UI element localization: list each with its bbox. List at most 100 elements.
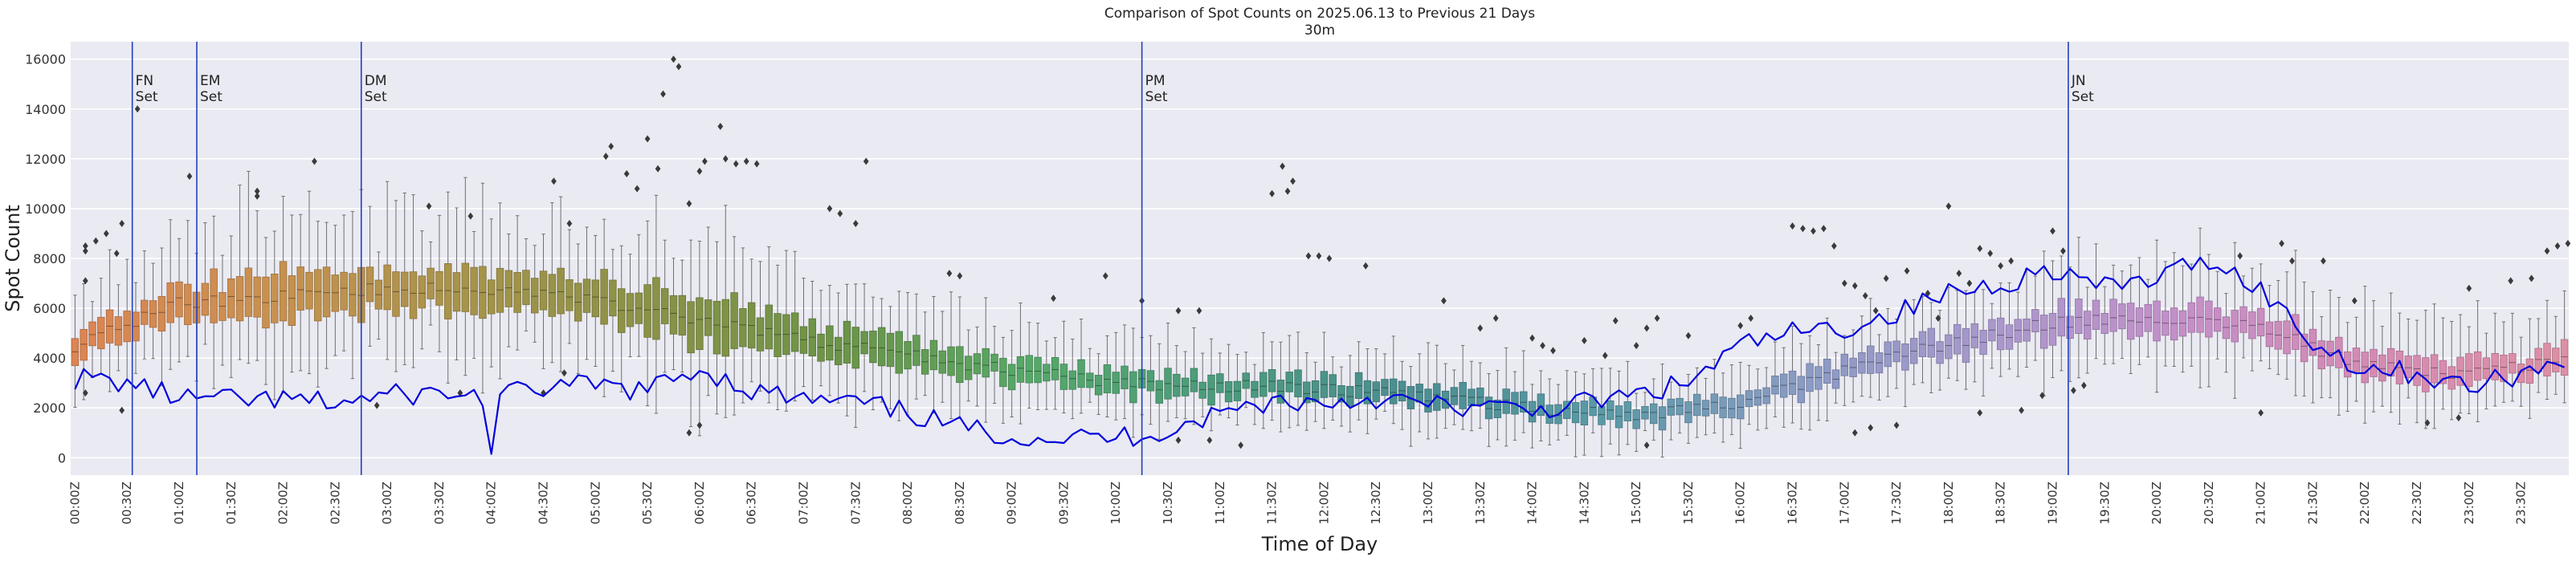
outlier-point — [717, 123, 724, 131]
x-tick-label: 18:30Z — [1994, 482, 2008, 525]
box-iqr — [774, 313, 782, 357]
box-iqr — [1285, 372, 1293, 392]
outlier-point — [1529, 334, 1535, 342]
box-iqr — [1650, 403, 1658, 425]
x-tick-label: 13:30Z — [1473, 482, 1488, 525]
box-iqr — [2300, 333, 2309, 363]
outlier-point — [82, 247, 88, 255]
box-iqr — [1840, 353, 1849, 376]
outlier-points — [82, 55, 2571, 449]
outlier-point — [561, 369, 567, 377]
box-iqr — [1953, 323, 1962, 355]
box-iqr — [2014, 319, 2023, 343]
x-tick-label: 17:00Z — [1837, 482, 1851, 525]
set-marker-label: JN — [2071, 73, 2086, 89]
set-marker-label: Set — [1145, 89, 1168, 105]
box-iqr — [1632, 409, 1640, 429]
outlier-point — [1977, 409, 1983, 417]
outlier-point — [1800, 225, 1806, 233]
y-tick-label: 0 — [58, 450, 66, 465]
outlier-point — [1945, 202, 1952, 210]
x-tick-label: 11:00Z — [1213, 482, 1227, 525]
y-tick-label: 14000 — [25, 102, 66, 117]
box-iqr — [2422, 357, 2430, 392]
outlier-point — [1305, 252, 1312, 260]
x-tick-label: 15:30Z — [1681, 482, 1696, 525]
box-iqr — [1762, 387, 1770, 404]
box-iqr — [678, 295, 687, 335]
outlier-point — [827, 205, 833, 213]
box-iqr — [982, 348, 990, 378]
outlier-point — [1280, 162, 1285, 170]
box-iqr — [2075, 299, 2083, 334]
box-iqr — [522, 270, 530, 305]
x-tick-label: 21:00Z — [2254, 482, 2268, 525]
box-iqr — [2525, 358, 2534, 384]
outlier-point — [1935, 314, 1941, 322]
box-iqr — [2413, 355, 2421, 386]
outlier-point — [82, 242, 88, 250]
outlier-point — [92, 237, 99, 245]
box-iqr — [175, 281, 183, 318]
x-tick-label: 12:30Z — [1369, 482, 1383, 525]
outlier-point — [1441, 297, 1447, 305]
box-iqr — [88, 321, 96, 347]
outlier-point — [113, 250, 120, 258]
box-iqr — [1901, 343, 1909, 371]
outlier-point — [374, 401, 380, 409]
outlier-point — [1175, 437, 1182, 445]
box-iqr — [1190, 368, 1198, 392]
box-iqr — [1623, 401, 1632, 421]
box-iqr — [1103, 364, 1112, 393]
set-marker-label: Set — [365, 89, 387, 105]
box-iqr — [730, 292, 738, 349]
outlier-point — [1790, 222, 1795, 230]
box-iqr — [1710, 393, 1719, 414]
set-marker-label: Set — [136, 89, 158, 105]
outlier-point — [2529, 274, 2534, 283]
outlier-point — [2039, 392, 2045, 400]
outlier-point — [2565, 239, 2571, 247]
outlier-point — [957, 272, 963, 280]
y-tick-label: 6000 — [33, 301, 66, 316]
box-iqr — [2196, 296, 2204, 333]
x-tick-label: 22:30Z — [2410, 482, 2424, 525]
box-iqr — [1780, 373, 1788, 398]
outlier-point — [2258, 409, 2264, 417]
box-iqr — [696, 297, 704, 351]
outlier-point — [1316, 252, 1322, 260]
x-tick-label: 19:30Z — [2097, 482, 2112, 525]
box-iqr — [401, 271, 409, 307]
box-iqr — [548, 274, 557, 317]
box-iqr — [938, 350, 946, 374]
outlier-point — [1893, 421, 1900, 429]
outlier-point — [837, 209, 843, 217]
box-iqr — [1658, 406, 1667, 431]
box-iqr — [1823, 358, 1831, 384]
box-iqr — [643, 284, 651, 338]
outlier-point — [1612, 317, 1619, 325]
outlier-point — [1851, 429, 1858, 437]
y-tick-label: 8000 — [33, 251, 66, 266]
set-marker-label: PM — [1145, 73, 1166, 89]
outlier-point — [602, 152, 609, 161]
outlier-point — [2466, 284, 2472, 292]
box-iqr — [2109, 299, 2117, 332]
box-iqr — [418, 275, 427, 309]
chart-title: Comparison of Spot Counts on 2025.06.13 … — [1104, 6, 1535, 22]
x-tick-label: 06:30Z — [745, 482, 759, 525]
current-day-line — [74, 256, 2566, 455]
y-axis-label: Spot Count — [2, 205, 24, 311]
outlier-point — [2544, 247, 2550, 255]
outlier-point — [1602, 352, 1608, 360]
outlier-point — [1748, 314, 1754, 322]
outlier-point — [696, 421, 703, 429]
box-iqr — [2456, 356, 2464, 386]
box-iqr — [201, 283, 210, 316]
outlier-point — [134, 105, 141, 113]
box-iqr — [157, 295, 166, 332]
x-tick-label: 18:00Z — [1941, 482, 1956, 525]
box-iqr — [929, 339, 938, 371]
box-iqr — [1815, 366, 1823, 390]
